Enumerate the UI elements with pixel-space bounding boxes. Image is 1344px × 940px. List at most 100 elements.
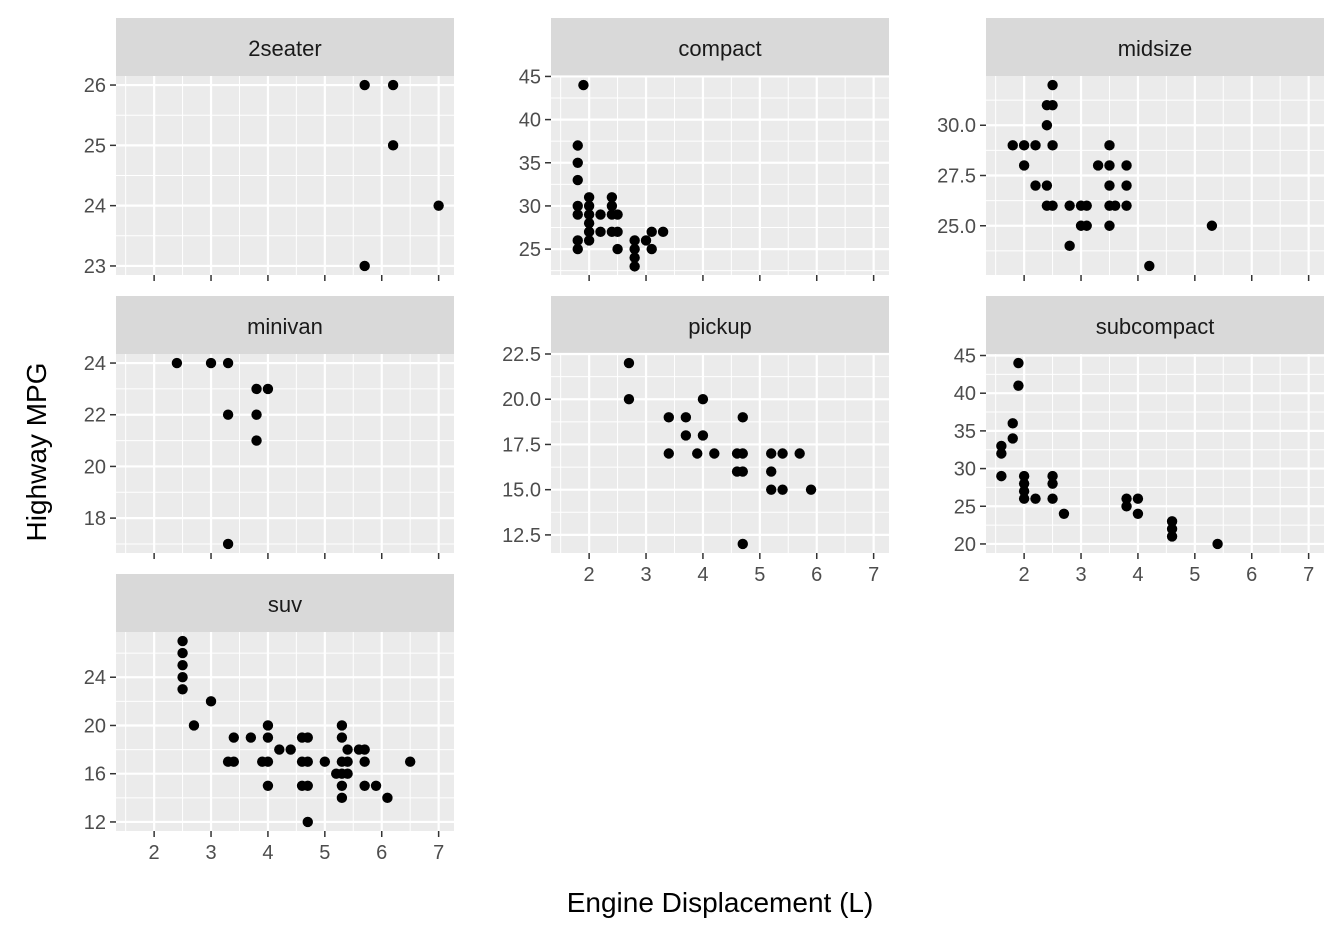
data-point <box>1144 260 1155 272</box>
data-point <box>359 260 370 272</box>
data-point <box>359 79 370 91</box>
data-point <box>336 780 348 791</box>
data-point <box>737 538 748 550</box>
data-point <box>1166 531 1178 542</box>
data-point <box>697 430 709 441</box>
y-tick-label: 45 <box>954 346 976 368</box>
data-point <box>228 756 239 767</box>
data-point <box>737 466 748 477</box>
x-tick-label: 5 <box>1189 564 1200 586</box>
data-point <box>1047 478 1058 489</box>
data-point <box>262 383 274 395</box>
data-point <box>583 209 595 220</box>
data-point <box>766 484 777 495</box>
data-point <box>612 209 623 220</box>
data-point <box>1018 470 1030 482</box>
data-point <box>342 744 353 755</box>
data-point <box>251 435 262 446</box>
x-tick-label: 4 <box>1132 564 1143 586</box>
data-point <box>623 394 635 405</box>
x-tick-label: 4 <box>262 842 273 864</box>
data-point <box>336 792 348 804</box>
data-point <box>222 357 234 369</box>
data-point <box>1121 501 1132 512</box>
data-point <box>177 684 188 695</box>
data-point <box>1132 493 1144 504</box>
y-tick-label: 17.5 <box>502 434 541 456</box>
facet-panel-suv: suv 2 3 4 5 6 7 12 16 20 24 <box>84 574 454 864</box>
panel-background <box>551 76 889 275</box>
data-point <box>188 720 200 731</box>
facet-panel-midsize: midsize 25.0 27.5 30.0 <box>937 18 1324 281</box>
data-point <box>382 792 393 804</box>
y-tick-label: 40 <box>519 110 541 132</box>
facet-panel-2seater: 2seater 23 24 25 26 <box>84 18 454 281</box>
data-point <box>359 744 370 755</box>
y-tick-label: 18 <box>84 508 106 530</box>
data-point <box>359 756 370 767</box>
x-tick-label: 7 <box>433 842 444 864</box>
data-point <box>336 720 348 731</box>
x-tick-label: 4 <box>697 564 708 586</box>
x-tick-label: 7 <box>868 564 879 586</box>
panel-background <box>986 354 1324 553</box>
x-tick-label: 6 <box>1246 564 1257 586</box>
data-point <box>359 780 370 791</box>
data-point <box>1018 140 1030 151</box>
data-point <box>1047 79 1058 91</box>
facet-strip-label: midsize <box>1118 36 1193 61</box>
data-point <box>177 672 188 683</box>
data-point <box>583 200 595 212</box>
data-point <box>692 448 703 459</box>
x-tick-label: 5 <box>754 564 765 586</box>
data-point <box>251 409 262 420</box>
data-point <box>805 484 817 495</box>
data-point <box>1047 140 1058 151</box>
data-point <box>578 79 589 91</box>
facet-strip-label: compact <box>678 36 761 61</box>
facet-strip <box>551 296 889 354</box>
data-point <box>433 200 444 211</box>
data-point <box>766 466 777 477</box>
data-point <box>1030 180 1041 191</box>
data-point <box>342 756 353 767</box>
y-tick-label: 24 <box>84 353 106 375</box>
data-point <box>572 157 583 168</box>
data-point <box>572 174 583 186</box>
data-point <box>274 744 285 755</box>
y-tick-label: 26 <box>84 75 106 97</box>
facet-strip-label: subcompact <box>1096 314 1215 339</box>
facet-strip <box>116 18 454 76</box>
data-point <box>245 732 257 743</box>
data-point <box>342 768 353 779</box>
data-point <box>612 243 623 255</box>
data-point <box>1018 485 1030 497</box>
data-point <box>996 448 1007 459</box>
y-tick-label: 27.5 <box>937 166 976 188</box>
data-point <box>680 412 692 423</box>
data-point <box>1058 508 1070 520</box>
data-point <box>1104 220 1115 231</box>
data-point <box>1041 120 1053 131</box>
data-point <box>709 448 720 459</box>
data-point <box>1206 220 1218 231</box>
x-tick-label: 2 <box>1019 564 1030 586</box>
data-point <box>1047 470 1058 482</box>
data-point <box>302 756 313 767</box>
data-point <box>228 732 239 743</box>
y-tick-label: 24 <box>84 196 106 218</box>
data-point <box>595 209 606 220</box>
facet-panel-minivan: minivan 18 20 22 24 <box>84 296 454 559</box>
data-point <box>572 140 583 151</box>
facet-strip <box>551 18 889 76</box>
data-point <box>302 816 313 828</box>
data-point <box>302 732 313 743</box>
data-point <box>1092 160 1104 171</box>
y-tick-label: 25 <box>519 239 541 261</box>
y-tick-label: 23 <box>84 256 106 278</box>
data-point <box>612 226 623 238</box>
data-point <box>1047 200 1058 211</box>
data-point <box>222 409 234 420</box>
x-tick-label: 2 <box>584 564 595 586</box>
